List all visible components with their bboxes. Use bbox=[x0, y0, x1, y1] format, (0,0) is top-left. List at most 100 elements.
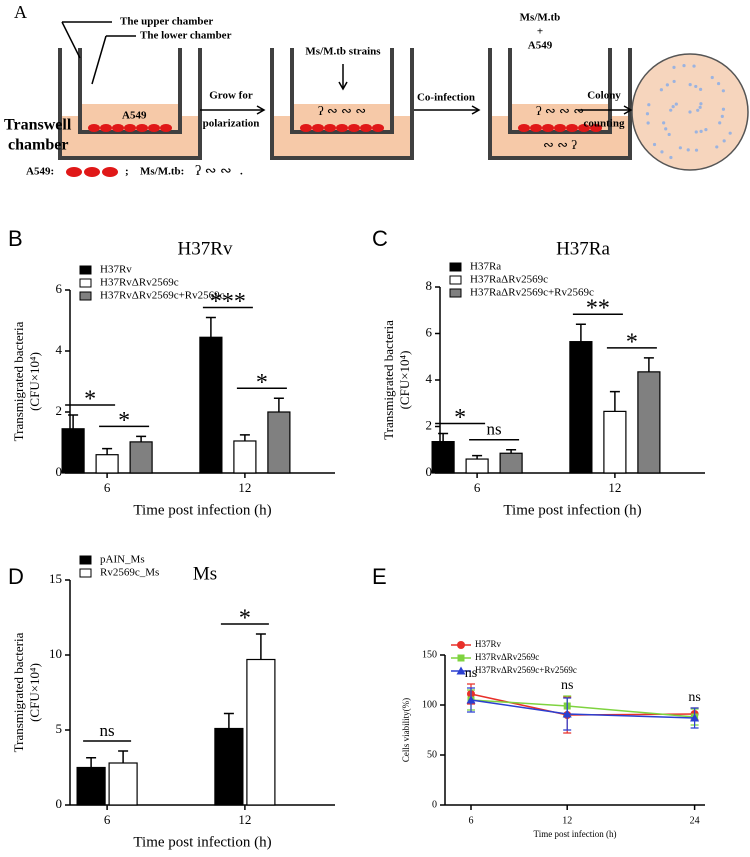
y-tick-label: 150 bbox=[422, 649, 437, 660]
y-tick-label: 2 bbox=[426, 417, 433, 432]
label: The lower chamber bbox=[140, 30, 232, 42]
bar bbox=[199, 336, 223, 474]
y-tick-label: 8 bbox=[426, 278, 433, 293]
colony bbox=[672, 79, 676, 84]
legend-swatch bbox=[79, 291, 92, 301]
y-tick-label: 0 bbox=[56, 796, 63, 811]
cell bbox=[300, 124, 312, 132]
sig-label: ns bbox=[100, 721, 115, 740]
panel-letter: D bbox=[8, 564, 24, 589]
y-axis-label: Transmigrated bacteria bbox=[381, 320, 396, 440]
colony bbox=[715, 145, 719, 149]
cell bbox=[100, 124, 112, 132]
colony bbox=[721, 89, 725, 93]
cell bbox=[566, 124, 578, 132]
legend-swatch bbox=[79, 278, 92, 288]
bar bbox=[267, 411, 291, 474]
colony bbox=[694, 130, 698, 134]
error-bar bbox=[239, 434, 250, 441]
label: polarization bbox=[203, 118, 260, 130]
y-tick-label: 4 bbox=[426, 371, 433, 386]
bar bbox=[108, 762, 138, 806]
bar bbox=[465, 458, 489, 474]
label: chamber bbox=[8, 137, 68, 154]
marker bbox=[457, 641, 465, 649]
label: . bbox=[240, 166, 243, 178]
colony bbox=[678, 146, 682, 150]
bar bbox=[129, 441, 153, 474]
y-axis-label: (CFU×10⁴) bbox=[27, 352, 42, 411]
y-axis-label: Transmigrated bacteria bbox=[11, 632, 26, 752]
y-tick-label: 50 bbox=[427, 749, 437, 760]
y-axis-label: (CFU×10⁴) bbox=[397, 351, 412, 410]
chart-title: H37Rv bbox=[178, 238, 233, 259]
x-axis-label: Time post infection (h) bbox=[133, 502, 271, 518]
label: The upper chamber bbox=[120, 16, 213, 28]
cell bbox=[360, 124, 372, 132]
sig-label: * bbox=[239, 606, 251, 632]
error-bar bbox=[643, 357, 654, 372]
legend-label: H37Rv bbox=[100, 264, 132, 276]
cell bbox=[312, 124, 324, 132]
error-bar bbox=[506, 449, 517, 454]
colony bbox=[667, 132, 671, 137]
bar bbox=[61, 428, 85, 474]
y-axis-label: Transmigrated bacteria bbox=[11, 321, 26, 441]
colony bbox=[665, 83, 669, 87]
colony bbox=[686, 148, 690, 152]
well bbox=[58, 48, 202, 160]
colony bbox=[728, 131, 732, 135]
colony bbox=[672, 65, 676, 69]
y-axis-label: Cells viability(%) bbox=[401, 698, 411, 762]
label: Ms/M.tb bbox=[520, 12, 561, 24]
colony bbox=[669, 155, 673, 160]
legend-swatch bbox=[449, 262, 462, 272]
legend-label: Rv2569c_Ms bbox=[100, 567, 159, 579]
error-bar bbox=[86, 757, 97, 768]
error-bar bbox=[223, 712, 234, 729]
panel-letter: A bbox=[14, 2, 27, 22]
colony bbox=[674, 102, 678, 106]
label: Co-infection bbox=[417, 92, 475, 104]
sig-label: * bbox=[118, 408, 130, 434]
y-tick-label: 0 bbox=[432, 799, 437, 810]
sig-label: ns bbox=[561, 678, 573, 693]
label: Ms/M.tb: bbox=[140, 166, 184, 178]
legend-label: H37RvΔRv2569c+Rv2569c bbox=[475, 665, 577, 675]
legend-label: H37Ra bbox=[470, 261, 501, 273]
bar bbox=[603, 410, 627, 474]
colony bbox=[682, 64, 686, 68]
label: + bbox=[537, 26, 543, 38]
cell bbox=[160, 124, 172, 132]
bacteria: ʔ ∾ ∾ ∾ bbox=[536, 103, 584, 118]
colony bbox=[722, 139, 726, 143]
panel-a: A ʔ ∾ ∾ ∾ ʔ ∾ ∾ ∾∾ ∾ ʔ The upper chamber … bbox=[4, 2, 749, 179]
legend-swatch bbox=[79, 568, 92, 578]
error-bar bbox=[136, 435, 147, 442]
colony bbox=[699, 129, 703, 134]
legend-swatch bbox=[79, 265, 92, 275]
x-tick-label: 6 bbox=[474, 480, 481, 495]
cell bbox=[112, 124, 124, 132]
colony bbox=[652, 142, 657, 147]
legend-label: H37RaΔRv2569c bbox=[470, 274, 548, 286]
cell bbox=[324, 124, 336, 132]
y-tick-label: 6 bbox=[56, 281, 63, 296]
icon: ʔ ∾ ∾ bbox=[195, 164, 232, 179]
sig-label: ** bbox=[586, 296, 610, 322]
error-bar bbox=[118, 750, 129, 763]
legend-swatch bbox=[449, 275, 462, 285]
colony bbox=[699, 102, 703, 106]
y-tick-label: 0 bbox=[426, 464, 433, 479]
x-tick-label: 6 bbox=[469, 815, 474, 826]
colony bbox=[716, 81, 721, 86]
sig-label: * bbox=[454, 405, 466, 431]
legend-label: H37RaΔRv2569c+Rv2569c bbox=[470, 287, 594, 299]
y-tick-label: 4 bbox=[56, 342, 63, 357]
legend-label: H37RvΔRv2569c bbox=[475, 652, 539, 662]
colony bbox=[692, 64, 696, 68]
legend-swatch bbox=[449, 288, 462, 298]
y-tick-label: 2 bbox=[56, 403, 63, 418]
colony bbox=[645, 112, 650, 116]
